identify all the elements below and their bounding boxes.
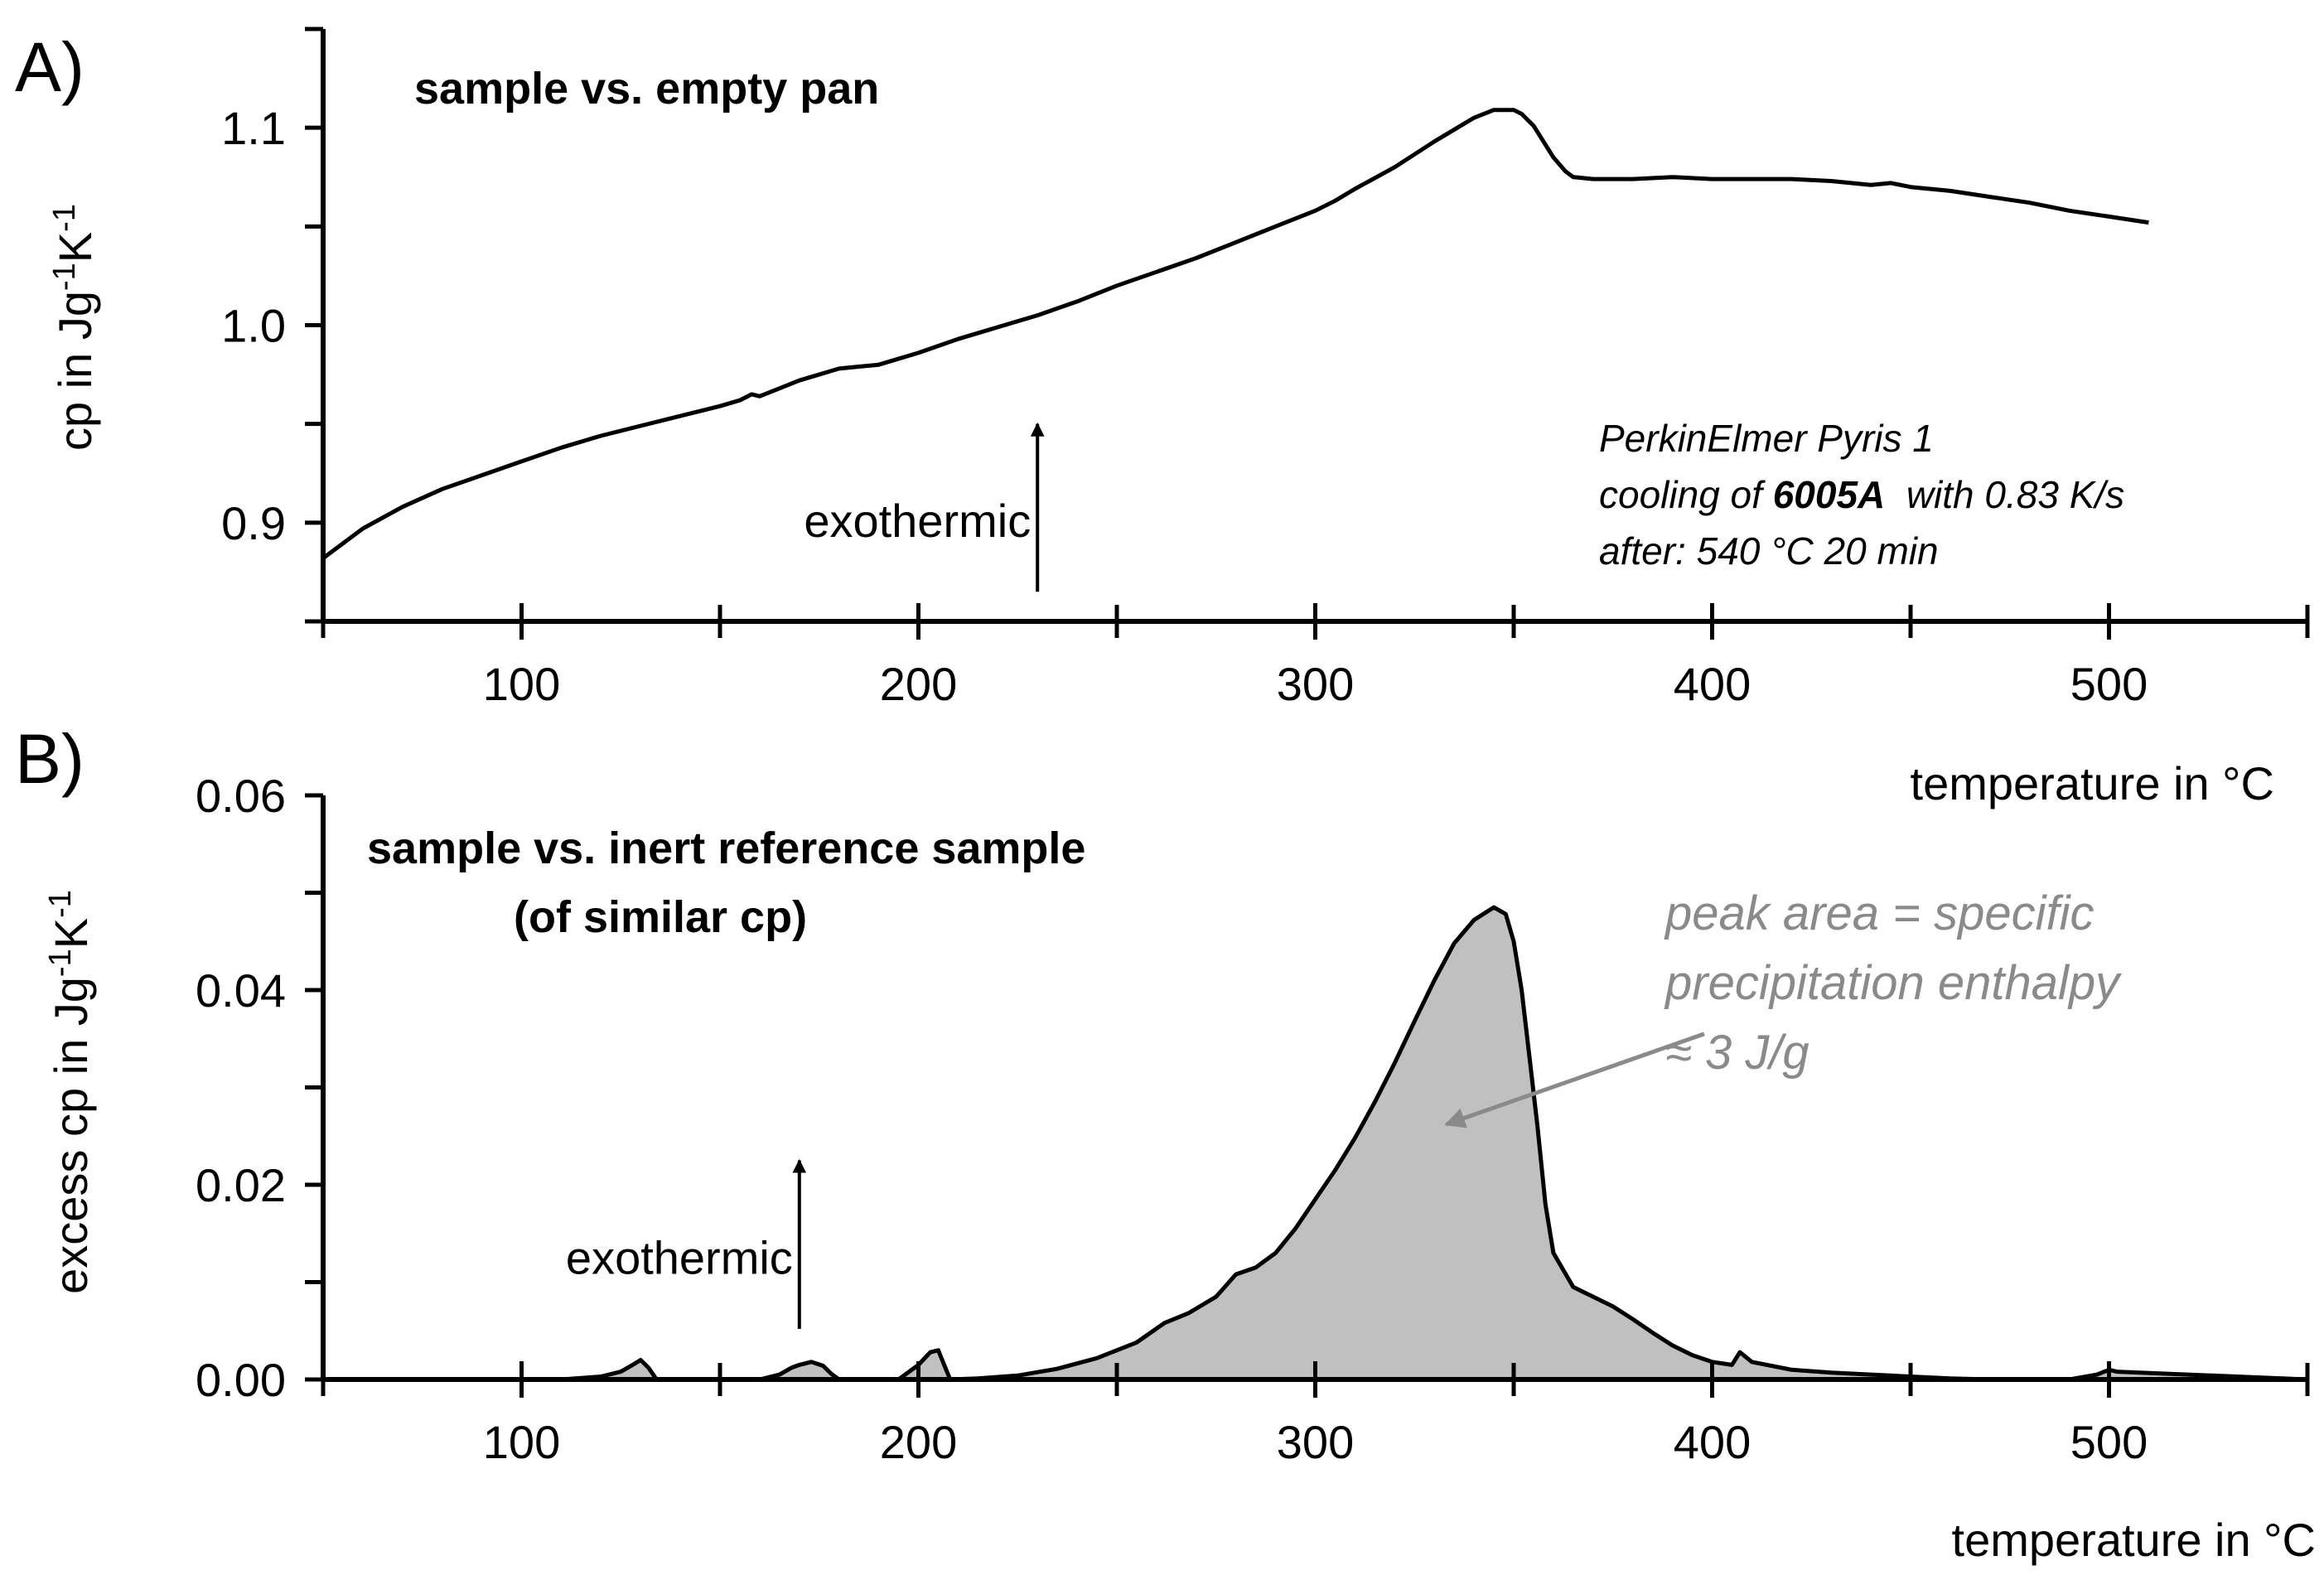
panel-a-instrument-line-2-post: with 0.83 K/s bbox=[1885, 473, 2124, 516]
panel-a-x-axis-title: temperature in °C bbox=[1911, 757, 2274, 809]
panel-a-ylabel-sup2: -1 bbox=[47, 204, 82, 232]
panel-b-ytick-label-0-06: 0.06 bbox=[196, 770, 286, 822]
panel-a-ylabel-mid: K bbox=[49, 232, 101, 263]
panel-b-peak-note-line-3: ≈ 3 J/g bbox=[1665, 1026, 1809, 1080]
panel-b-ytick-label-0-04: 0.04 bbox=[196, 964, 286, 1017]
panel-a-instrument-alloy: 6005A bbox=[1773, 473, 1886, 516]
panel-a-exothermic-label: exothermic bbox=[804, 495, 1031, 547]
panel-a-xtick-label-500: 500 bbox=[2070, 658, 2148, 710]
panel-a-ytick-label-1-1: 1.1 bbox=[221, 102, 286, 154]
panel-b-xtick-label-500: 500 bbox=[2070, 1416, 2148, 1468]
panel-b-exothermic-label: exothermic bbox=[566, 1231, 793, 1283]
panel-a-plot-area bbox=[321, 108, 2149, 560]
panel-a: A) sample vs. empty pan 100 200 300 400 … bbox=[15, 27, 2310, 809]
panel-a-letter: A) bbox=[15, 28, 85, 106]
panel-b-peak-area-fill bbox=[323, 907, 2307, 1379]
panel-b-xtick-label-100: 100 bbox=[483, 1416, 560, 1468]
panel-b-y-axis-title: excess cp in Jg-1K-1 bbox=[43, 890, 97, 1294]
panel-a-y-ticks bbox=[305, 27, 323, 624]
panel-b-y-ticks bbox=[305, 793, 323, 1382]
panel-b-peak-area-arrow bbox=[1444, 1031, 1705, 1128]
panel-a-instrument-line-2: cooling of 6005A with 0.83 K/s bbox=[1599, 473, 2124, 516]
panel-a-ytick-label-0-9: 0.9 bbox=[221, 497, 286, 549]
panel-b-ytick-label-0-02: 0.02 bbox=[196, 1159, 286, 1211]
panel-a-instrument-line-3: after: 540 °C 20 min bbox=[1599, 529, 1939, 573]
panel-b-xtick-label-300: 300 bbox=[1277, 1416, 1354, 1468]
panel-a-cp-line bbox=[321, 108, 2149, 560]
panel-b-x-axis-title: temperature in °C bbox=[1952, 1514, 2316, 1566]
panel-a-ylabel-base: cp in Jg bbox=[49, 291, 101, 451]
panel-a-xtick-label-400: 400 bbox=[1674, 658, 1751, 710]
panel-b-excess-cp-line bbox=[323, 905, 2308, 1382]
panel-b-ytick-label-0-00: 0.00 bbox=[196, 1354, 286, 1406]
panel-b-letter: B) bbox=[15, 720, 85, 798]
panel-b-ylabel-sup2: -1 bbox=[43, 890, 78, 918]
panel-b-peak-note-line-2: precipitation enthalpy bbox=[1664, 956, 2122, 1010]
panel-b-ylabel-sup1: -1 bbox=[43, 949, 78, 977]
panel-a-title: sample vs. empty pan bbox=[414, 64, 879, 114]
panel-a-xtick-label-300: 300 bbox=[1277, 658, 1354, 710]
panel-a-instrument-line-1: PerkinElmer Pyris 1 bbox=[1599, 417, 1934, 460]
panel-a-xtick-label-100: 100 bbox=[483, 658, 560, 710]
panel-a-ylabel-sup1: -1 bbox=[47, 263, 82, 291]
panel-b-title-line-2: (of similar cp) bbox=[514, 892, 807, 942]
panel-b-title-line-1: sample vs. inert reference sample bbox=[367, 824, 1085, 873]
panel-b-xtick-label-400: 400 bbox=[1674, 1416, 1751, 1468]
panel-a-instrument-line-2-pre: cooling of bbox=[1599, 473, 1773, 516]
panel-b-x-ticks bbox=[321, 1361, 2310, 1398]
panel-b-ylabel-base: excess cp in Jg bbox=[45, 977, 97, 1294]
panel-b-peak-note-line-1: peak area = specific bbox=[1664, 887, 2094, 940]
panel-b: B) sample vs. inert reference sample (of… bbox=[15, 720, 2316, 1566]
panel-a-ytick-label-1-0: 1.0 bbox=[221, 300, 286, 352]
panel-a-x-ticks bbox=[321, 603, 2310, 640]
panel-b-plot-area bbox=[323, 905, 2308, 1382]
panel-b-ylabel-mid: K bbox=[45, 918, 97, 949]
panel-a-y-axis-title: cp in Jg-1K-1 bbox=[47, 204, 101, 451]
panel-b-xtick-label-200: 200 bbox=[880, 1416, 957, 1468]
panel-a-xtick-label-200: 200 bbox=[880, 658, 957, 710]
